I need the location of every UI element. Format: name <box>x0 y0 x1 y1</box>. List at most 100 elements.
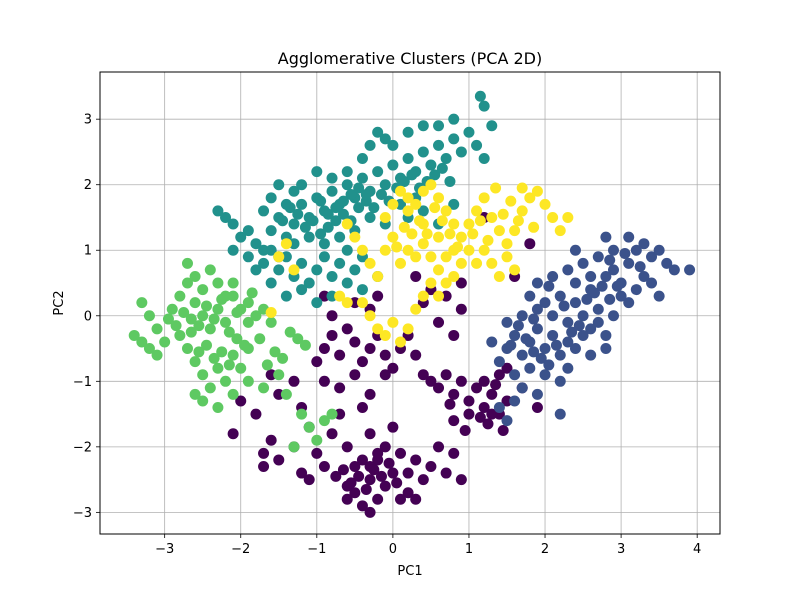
cluster-4-point <box>490 182 502 194</box>
cluster-2-point <box>227 244 239 256</box>
cluster-3-point <box>181 257 193 269</box>
cluster-4-point <box>452 241 464 253</box>
cluster-3-point <box>246 287 258 299</box>
y-axis-label: PC2 <box>52 290 67 315</box>
data-points <box>128 90 696 518</box>
cluster-2-point <box>277 215 289 227</box>
cluster-0-point <box>337 464 349 476</box>
cluster-4-point <box>433 192 445 204</box>
cluster-2-point <box>364 139 376 151</box>
cluster-2-point <box>258 244 270 256</box>
cluster-1-point <box>531 323 543 335</box>
cluster-1-point <box>547 310 559 322</box>
cluster-0-point <box>273 388 285 400</box>
cluster-0-point <box>501 395 513 407</box>
cluster-2-point <box>436 162 448 174</box>
cluster-1-point <box>562 362 574 374</box>
cluster-1-point <box>569 343 581 355</box>
cluster-3-point <box>212 362 224 374</box>
cluster-3-point <box>201 300 213 312</box>
cluster-3-point <box>204 264 216 276</box>
cluster-2-point <box>417 120 429 132</box>
cluster-0-point <box>356 402 368 414</box>
cluster-2-point <box>455 146 467 158</box>
cluster-0-point <box>463 395 475 407</box>
cluster-0-point <box>471 382 483 394</box>
cluster-3-point <box>250 310 262 322</box>
cluster-0-point <box>318 290 330 302</box>
cluster-3-point <box>212 402 224 414</box>
cluster-1-point <box>554 375 566 387</box>
cluster-0-point <box>410 454 422 466</box>
cluster-4-point <box>398 221 410 233</box>
cluster-4-point <box>516 182 528 194</box>
cluster-2-point <box>292 208 304 220</box>
cluster-3-point <box>174 290 186 302</box>
cluster-4-point <box>528 221 540 233</box>
cluster-2-point <box>398 175 410 187</box>
cluster-1-point <box>619 248 631 260</box>
cluster-3-point <box>170 320 182 332</box>
cluster-1-point <box>573 320 585 332</box>
cluster-2-point <box>296 257 308 269</box>
cluster-1-point <box>638 238 650 250</box>
cluster-0-point <box>326 329 338 341</box>
cluster-4-point <box>516 205 528 217</box>
plot-frame <box>99 71 721 535</box>
cluster-2-point <box>349 264 361 276</box>
cluster-3-point <box>136 336 148 348</box>
cluster-3-point <box>166 303 178 315</box>
cluster-1-point <box>600 270 612 282</box>
cluster-2-point <box>315 228 327 240</box>
cluster-1-point <box>585 323 597 335</box>
cluster-4-point <box>394 257 406 269</box>
cluster-0-point <box>318 461 330 473</box>
cluster-0-point <box>459 424 471 436</box>
cluster-1-point <box>531 303 543 315</box>
cluster-0-point <box>433 441 445 453</box>
cluster-3-point <box>189 297 201 309</box>
cluster-0-point <box>524 238 536 250</box>
y-tick-label: 1 <box>84 244 92 259</box>
cluster-2-point <box>273 179 285 191</box>
cluster-1-point <box>615 290 627 302</box>
cluster-0-point <box>258 447 270 459</box>
cluster-4-point <box>425 179 437 191</box>
cluster-3-point <box>318 415 330 427</box>
cluster-4-point <box>421 228 433 240</box>
cluster-0-point <box>326 310 338 322</box>
cluster-4-point <box>280 238 292 250</box>
cluster-4-point <box>486 211 498 223</box>
cluster-0-point <box>379 369 391 381</box>
cluster-0-point <box>383 457 395 469</box>
cluster-3-point <box>189 388 201 400</box>
cluster-1-point <box>524 290 536 302</box>
cluster-4-point <box>562 211 574 223</box>
cluster-0-point <box>227 428 239 440</box>
cluster-4-point <box>429 202 441 214</box>
cluster-4-point <box>497 208 509 220</box>
cluster-2-point <box>326 185 338 197</box>
cluster-2-point <box>402 153 414 165</box>
cluster-0-point <box>387 362 399 374</box>
cluster-0-point <box>463 408 475 420</box>
cluster-0-point <box>455 277 467 289</box>
cluster-2-point <box>372 166 384 178</box>
cluster-3-point <box>223 326 235 338</box>
cluster-1-point <box>562 336 574 348</box>
cluster-0-point <box>364 388 376 400</box>
cluster-1-point <box>520 333 532 345</box>
cluster-2-point <box>315 195 327 207</box>
cluster-0-point <box>440 290 452 302</box>
cluster-0-point <box>341 441 353 453</box>
cluster-2-point <box>341 277 353 289</box>
cluster-0-point <box>364 506 376 518</box>
cluster-3-point <box>208 313 220 325</box>
cluster-4-point <box>524 192 536 204</box>
cluster-1-point <box>528 313 540 325</box>
x-tick-label: 0 <box>389 542 397 557</box>
cluster-0-point <box>490 379 502 391</box>
cluster-0-point <box>474 411 486 423</box>
cluster-1-point <box>531 277 543 289</box>
